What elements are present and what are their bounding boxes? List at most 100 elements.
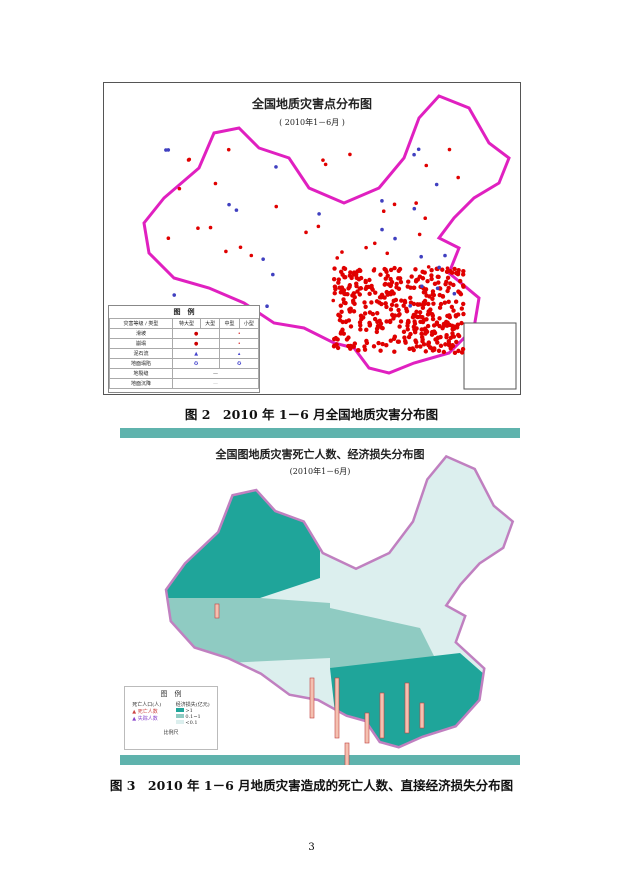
- disaster-point: [367, 310, 373, 315]
- disaster-point-map: 全国地质灾害点分布图 ( 2010年1－6月 ) 图 例 灾害等级 / 类型 特…: [103, 82, 521, 395]
- disaster-point: [430, 291, 436, 297]
- disaster-point: [414, 201, 418, 205]
- disaster-point: [331, 298, 336, 303]
- disaster-point: [367, 277, 372, 283]
- disaster-point: [374, 329, 380, 335]
- disaster-point: [187, 157, 192, 162]
- disaster-point: [443, 342, 448, 347]
- disaster-point: [317, 212, 321, 216]
- disaster-point: [416, 147, 421, 152]
- disaster-point: [363, 278, 368, 283]
- disaster-point: [375, 319, 380, 325]
- disaster-point: [265, 304, 269, 309]
- legend-item: >1: [185, 708, 193, 714]
- disaster-point: [385, 251, 390, 256]
- disaster-point: [379, 293, 384, 298]
- disaster-point: [346, 318, 352, 323]
- disaster-point: [208, 225, 213, 230]
- legend-item: 0.1~1: [185, 714, 201, 720]
- disaster-point: [343, 274, 348, 280]
- disaster-point: [375, 310, 380, 316]
- disaster-point: [379, 325, 384, 330]
- disaster-point: [423, 216, 428, 220]
- legend-row: 崩塌: [109, 338, 173, 349]
- disaster-point: [429, 332, 435, 337]
- disaster-point: [425, 278, 430, 284]
- legend-item: 失踪人数: [137, 716, 158, 722]
- disaster-point: [335, 256, 340, 260]
- disaster-point: [344, 337, 350, 342]
- legend-level: 中型: [219, 318, 240, 329]
- casualty-bar: [364, 712, 370, 744]
- disaster-point: [447, 322, 452, 328]
- disaster-point: [226, 147, 231, 152]
- disaster-point: [332, 284, 338, 289]
- disaster-point: [447, 147, 452, 152]
- disaster-point: [362, 311, 368, 316]
- disaster-point: [441, 349, 447, 355]
- disaster-point: [420, 284, 424, 289]
- disaster-point: [419, 331, 424, 337]
- disaster-point: [459, 320, 464, 326]
- disaster-point: [408, 304, 413, 308]
- legend-col: 经济损失(亿元): [175, 702, 210, 708]
- scale-label: 比例尺: [163, 730, 179, 736]
- disaster-point: [397, 312, 402, 317]
- disaster-point: [396, 307, 401, 313]
- legend-row: 滑坡: [109, 328, 173, 339]
- disaster-point: [383, 282, 387, 287]
- disaster-point: [342, 266, 348, 272]
- map-china-loss: [120, 428, 520, 765]
- disaster-point: [424, 293, 429, 298]
- disaster-point: [434, 182, 439, 187]
- country-outline: [164, 454, 515, 749]
- disaster-point: [354, 275, 359, 281]
- disaster-point: [332, 291, 337, 296]
- disaster-point: [438, 343, 444, 349]
- disaster-point: [398, 279, 404, 285]
- disaster-point: [415, 302, 420, 307]
- disaster-point: [402, 300, 408, 305]
- disaster-point: [448, 281, 453, 286]
- disaster-point: [355, 289, 360, 294]
- disaster-point: [166, 236, 171, 240]
- disaster-point: [338, 303, 343, 308]
- disaster-point: [369, 300, 374, 305]
- disaster-point: [348, 324, 354, 329]
- disaster-point: [196, 226, 200, 231]
- disaster-point: [364, 327, 369, 333]
- disaster-point: [458, 291, 464, 297]
- disaster-point: [392, 349, 397, 354]
- disaster-point: [367, 322, 373, 327]
- disaster-point: [405, 284, 410, 289]
- disaster-point: [332, 266, 337, 271]
- disaster-point: [363, 304, 368, 309]
- page-number: 3: [308, 842, 315, 853]
- disaster-point: [261, 257, 265, 261]
- disaster-point: [358, 268, 363, 273]
- disaster-point: [213, 181, 218, 186]
- disaster-point: [397, 266, 403, 272]
- disaster-point: [352, 295, 357, 300]
- disaster-point: [440, 325, 445, 331]
- disaster-point: [367, 291, 372, 296]
- disaster-point: [429, 276, 434, 282]
- disaster-point: [440, 294, 446, 299]
- legend-row: 地面沉降: [109, 378, 173, 389]
- disaster-point: [406, 279, 411, 284]
- map-legend: 图 例 灾害等级 / 类型 特大型 大型 中型 小型 滑坡 ● • 崩塌 ● • 泥石流…: [108, 305, 260, 393]
- disaster-point: [371, 344, 377, 349]
- disaster-point: [338, 290, 344, 295]
- region-central: [330, 608, 440, 668]
- disaster-point: [249, 253, 254, 258]
- disaster-point: [430, 296, 435, 302]
- legend-col: 死亡人口(人): [132, 702, 162, 708]
- disaster-point: [420, 269, 425, 275]
- disaster-point: [444, 334, 449, 340]
- disaster-point: [389, 302, 395, 307]
- disaster-point: [460, 272, 466, 277]
- disaster-point: [377, 300, 382, 305]
- disaster-point: [446, 299, 451, 305]
- disaster-point: [372, 241, 377, 246]
- legend-title: 图 例: [173, 307, 195, 316]
